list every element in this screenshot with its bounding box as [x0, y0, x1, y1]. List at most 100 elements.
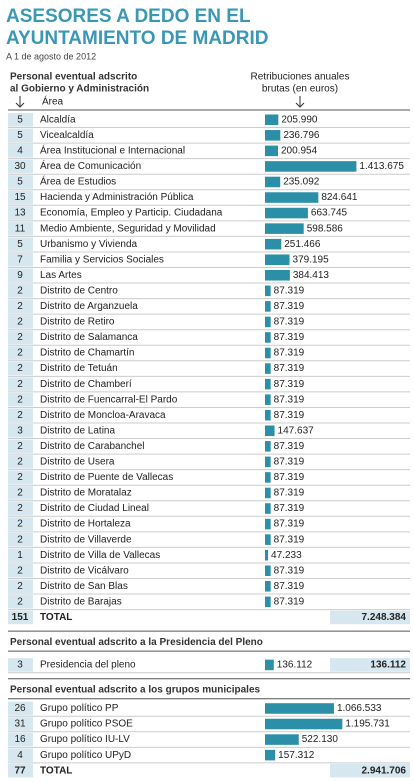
area: Distrito de Hortaleza [40, 519, 131, 530]
bar [265, 285, 271, 297]
count-cell [8, 717, 33, 731]
header: Área [42, 95, 64, 108]
value-label: 87.319 [274, 285, 305, 296]
bar [265, 254, 290, 265]
area: Distrito de Tetuán [40, 363, 118, 374]
count-cell [8, 408, 33, 422]
count: 16 [14, 734, 26, 745]
count: 2 [17, 488, 23, 499]
value-label: 87.319 [274, 301, 305, 312]
bar [265, 332, 271, 343]
area: Distrito de Chamberí [40, 379, 132, 390]
area: Área de Estudios [40, 175, 116, 188]
bar [265, 176, 281, 188]
count-cell [8, 455, 33, 469]
value-label: 87.319 [274, 519, 305, 530]
count: 31 [14, 719, 26, 730]
value-label: 87.319 [274, 503, 305, 514]
value-label: 824.641 [321, 192, 358, 203]
count-cell [8, 206, 33, 220]
count-cell [8, 658, 33, 672]
count-cell [8, 563, 33, 578]
count-cell [8, 237, 33, 251]
bar [265, 394, 271, 405]
count-cell [8, 113, 33, 127]
count-cell [8, 763, 33, 778]
bar [265, 207, 308, 219]
value-label: 87.319 [274, 332, 305, 343]
area: Distrito de Villa de Vallecas [40, 550, 160, 561]
value-label: 87.319 [274, 441, 305, 452]
bar [265, 596, 271, 608]
value-label: 236.796 [283, 130, 320, 141]
subtitle: A 1 de agosto de 2012 [6, 51, 96, 61]
bar [265, 581, 271, 592]
count: 2 [17, 581, 23, 592]
count-cell [8, 159, 33, 174]
header: brutas (en euros) [262, 84, 338, 95]
count: 2 [17, 472, 23, 483]
count-cell [8, 517, 33, 531]
count-cell [8, 284, 33, 298]
area: Área Institucional e Internacional [40, 144, 185, 157]
value-label: 379.195 [293, 254, 330, 265]
bar [265, 223, 304, 234]
area: Distrito de Carabanchel [40, 441, 145, 452]
value-label: 522.130 [302, 734, 339, 745]
count-cell [8, 532, 33, 547]
area: Distrito de Latina [40, 425, 115, 436]
count-cell [8, 377, 33, 391]
bar [265, 192, 319, 203]
count: 3 [17, 425, 23, 436]
count: 2 [17, 441, 23, 452]
count: 2 [17, 410, 23, 421]
header: al Gobierno y Administración [10, 84, 149, 95]
area: Las Artes [40, 270, 82, 281]
bar [265, 518, 271, 530]
bar [265, 130, 281, 141]
count: 2 [17, 519, 23, 530]
area: Distrito de San Blas [40, 581, 128, 592]
bar [265, 534, 271, 545]
total-value: 7.248.384 [362, 612, 407, 623]
count-cell [8, 595, 33, 609]
total-count: 77 [14, 765, 26, 776]
total-cell [330, 763, 410, 778]
total-label: TOTAL [40, 612, 72, 623]
value-label: 87.319 [274, 472, 305, 483]
count: 5 [17, 239, 23, 250]
area: Distrito de Usera [40, 457, 115, 468]
count: 11 [15, 223, 26, 234]
section-heading: Personal eventual adscrito a la Presiden… [10, 637, 263, 648]
area: Distrito de Villaverde [40, 534, 132, 545]
value-label: 147.637 [278, 425, 315, 436]
bar [265, 718, 343, 730]
area: Grupo político PP [40, 703, 119, 714]
count: 15 [14, 192, 26, 203]
value-label: 384.413 [293, 270, 330, 281]
value-label: 87.319 [274, 379, 305, 390]
value-label: 87.319 [274, 488, 305, 499]
bar [265, 114, 279, 126]
header: Personal eventual adscrito [10, 72, 137, 83]
count-cell [8, 501, 33, 516]
area: Distrito de Retiro [40, 317, 115, 328]
count: 2 [17, 363, 23, 374]
header: Retribuciones anuales [251, 72, 350, 83]
count-cell [8, 732, 33, 747]
total-value: 2.941.706 [362, 765, 407, 776]
value-label: 205.990 [281, 114, 318, 125]
area: Distrito de Arganzuela [40, 301, 138, 312]
count: 2 [17, 348, 23, 359]
bar [265, 301, 271, 312]
count-cell [8, 175, 33, 189]
bar [265, 456, 271, 468]
bar [265, 472, 271, 483]
value-label: 136.112 [277, 660, 313, 671]
count-cell [8, 701, 33, 716]
count-cell [8, 299, 33, 314]
area: Vicealcaldía [40, 130, 94, 141]
value-label: 87.319 [274, 596, 305, 607]
count-cell [8, 361, 33, 376]
total-cell [330, 658, 410, 672]
